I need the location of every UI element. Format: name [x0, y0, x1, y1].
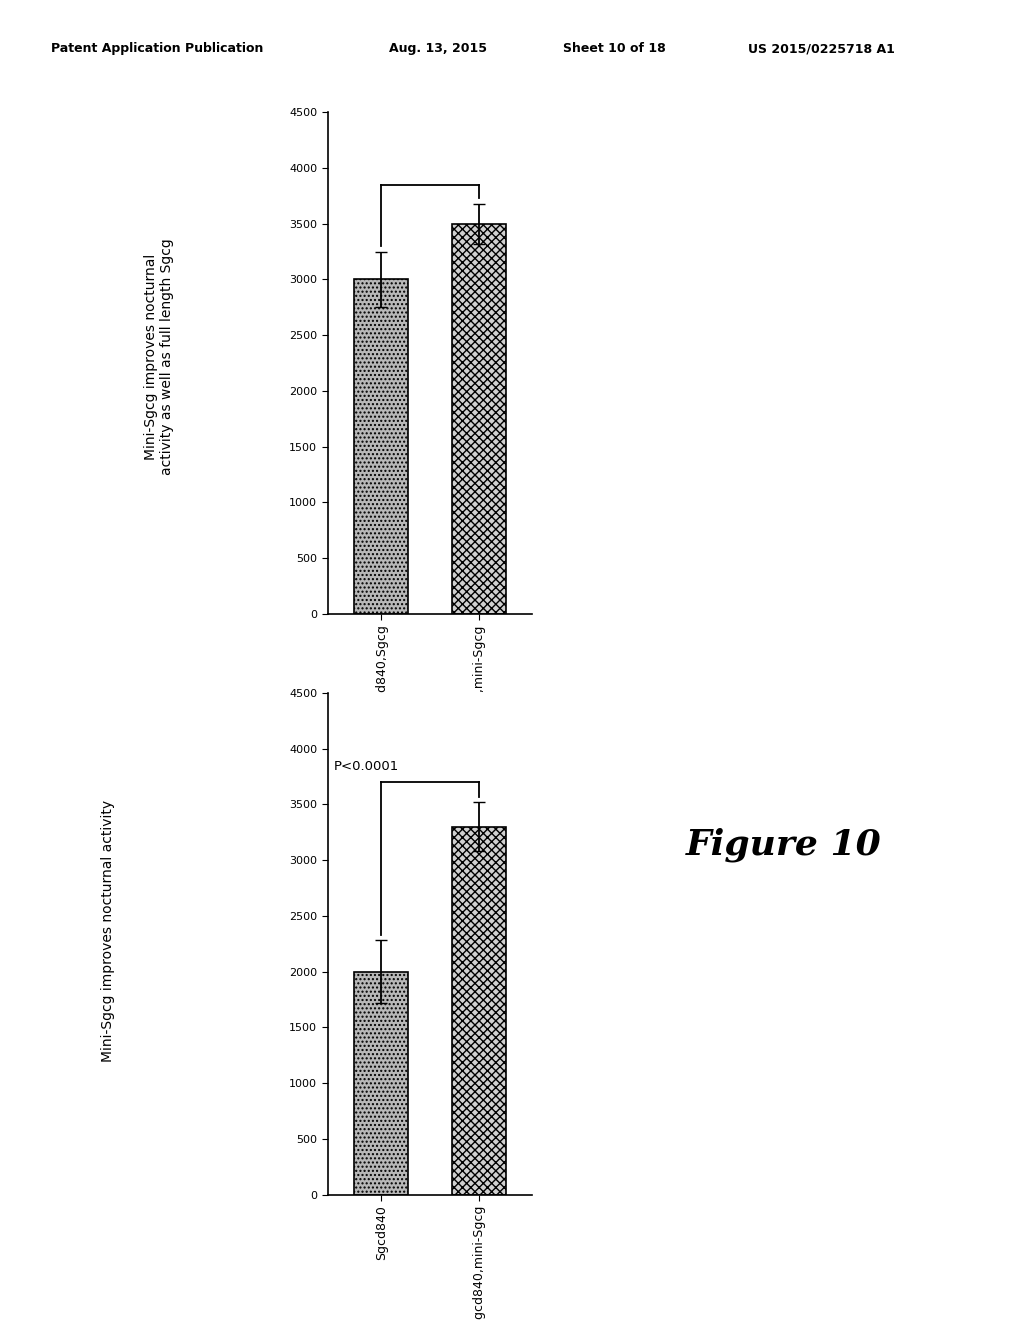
Text: Mini-Sgcg improves nocturnal activity: Mini-Sgcg improves nocturnal activity	[100, 800, 115, 1061]
Text: Mini-Sgcg improves nocturnal
activity as well as full length Sgcg: Mini-Sgcg improves nocturnal activity as…	[143, 238, 174, 475]
Text: Sheet 10 of 18: Sheet 10 of 18	[563, 42, 666, 55]
Text: US 2015/0225718 A1: US 2015/0225718 A1	[748, 42, 894, 55]
Bar	[354, 280, 409, 614]
Text: Aug. 13, 2015: Aug. 13, 2015	[389, 42, 487, 55]
Text: Figure 10: Figure 10	[686, 828, 882, 862]
Bar	[452, 826, 506, 1195]
Text: Patent Application Publication: Patent Application Publication	[51, 42, 263, 55]
Text: P<0.0001: P<0.0001	[334, 760, 399, 774]
Bar	[354, 972, 409, 1195]
Bar	[452, 223, 506, 614]
